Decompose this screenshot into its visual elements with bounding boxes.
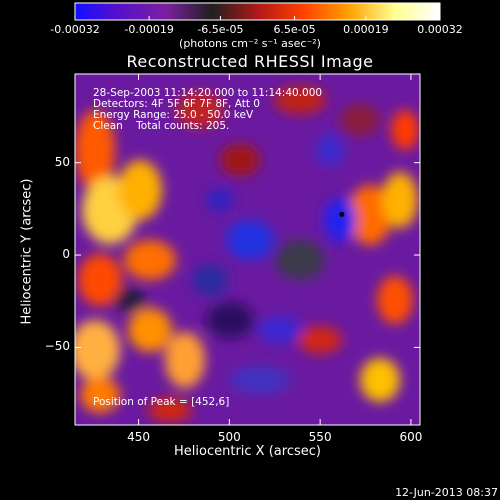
heatmap-blob — [382, 172, 418, 228]
heatmap-blob — [324, 198, 356, 242]
heatmap-blob — [80, 377, 120, 413]
x-tick-label: 600 — [399, 430, 423, 444]
heatmap-blob — [274, 86, 326, 114]
heatmap-blob — [360, 358, 400, 402]
colorbar-unit-label: (photons cm⁻² s⁻¹ asec⁻²) — [179, 37, 321, 50]
heatmap-blob — [118, 160, 162, 220]
heatmap-blob — [276, 240, 324, 280]
colorbar-tickmarks — [74, 16, 441, 20]
colorbar-tick-label: -6.5e-05 — [197, 23, 244, 36]
heatmap — [75, 74, 420, 425]
x-tick-label: 500 — [217, 430, 241, 444]
footer-date: 12-Jun-2013 08:37 — [395, 486, 498, 499]
heatmap-blob — [165, 332, 205, 388]
chart-title: Reconstructed RHESSI Image — [126, 52, 374, 71]
heatmap-blob — [128, 308, 172, 352]
annotation-line-1: 28-Sep-2003 11:14:20.000 to 11:14:40.000 — [93, 87, 323, 99]
colorbar-tick-label: -0.00032 — [50, 23, 100, 36]
heatmap-blob — [298, 326, 342, 354]
colorbar-tick-label: 0.00019 — [343, 23, 389, 36]
peak-marker — [339, 211, 345, 217]
heatmap-blob — [316, 134, 344, 166]
annotation-line-4: Clean Total counts: 205. — [93, 120, 230, 132]
heatmap-blob — [391, 110, 419, 150]
heatmap-blob — [192, 264, 228, 296]
heatmap-blob — [206, 188, 234, 212]
heatmap-blob — [75, 110, 115, 190]
heatmap-blob — [226, 220, 274, 260]
heatmap-blob — [176, 92, 224, 128]
heatmap-blob — [230, 366, 290, 394]
heatmap-blob — [114, 288, 146, 312]
y-tick-label: 0 — [62, 247, 70, 262]
heatmap-blob — [340, 104, 380, 136]
x-axis-label: Heliocentric X (arcsec) — [174, 444, 321, 459]
heatmap-blob — [348, 185, 392, 245]
heatmap-blob — [124, 240, 176, 280]
x-tick-label: 450 — [127, 430, 150, 444]
plot-frame — [74, 73, 421, 426]
heatmap-blob — [377, 276, 413, 324]
colorbar — [74, 2, 441, 21]
heatmap-blob — [206, 302, 254, 338]
heatmap-blob — [148, 398, 192, 422]
heatmap-blob — [220, 144, 260, 176]
y-tick-label: −50 — [44, 339, 70, 354]
colorbar-tick-label: 0.00032 — [417, 23, 463, 36]
annotation-line-3: Energy Range: 25.0 - 50.0 keV — [93, 109, 254, 121]
axis-ticks — [75, 74, 420, 425]
colorbar-tick-label: 6.5e-05 — [273, 23, 316, 36]
colorbar-tick-label: -0.00019 — [124, 23, 174, 36]
x-tick-label: 550 — [308, 430, 332, 444]
heatmap-blob — [75, 320, 120, 380]
heatmap-blob — [78, 254, 122, 306]
heatmap-blob — [258, 316, 302, 344]
peak-position-label: Position of Peak = [452,6] — [93, 396, 230, 408]
y-axis-label: Heliocentric Y (arcsec) — [19, 178, 35, 325]
annotation-line-2: Detectors: 4F 5F 6F 7F 8F, Att 0 — [93, 98, 260, 110]
y-tick-label: 50 — [54, 154, 70, 169]
